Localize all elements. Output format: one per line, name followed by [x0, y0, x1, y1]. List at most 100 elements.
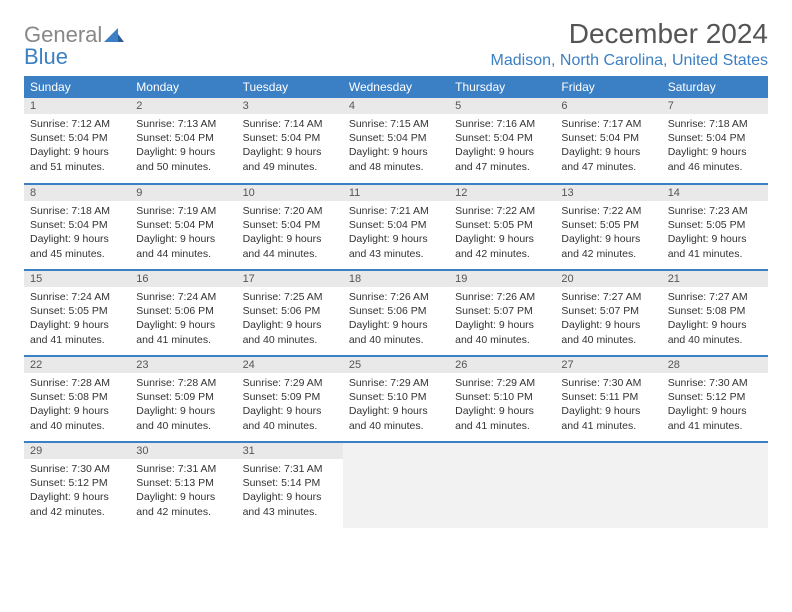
sunrise-line: Sunrise: 7:28 AM [30, 376, 124, 390]
daylight-line: Daylight: 9 hours and 42 minutes. [455, 232, 549, 260]
day-number: 14 [662, 185, 768, 201]
daylight-line: Daylight: 9 hours and 44 minutes. [136, 232, 230, 260]
calendar-day: 14Sunrise: 7:23 AMSunset: 5:05 PMDayligh… [662, 184, 768, 270]
calendar-day: 11Sunrise: 7:21 AMSunset: 5:04 PMDayligh… [343, 184, 449, 270]
calendar-day: 4Sunrise: 7:15 AMSunset: 5:04 PMDaylight… [343, 98, 449, 184]
sunrise-line: Sunrise: 7:17 AM [561, 117, 655, 131]
calendar-day: 21Sunrise: 7:27 AMSunset: 5:08 PMDayligh… [662, 270, 768, 356]
day-body: Sunrise: 7:17 AMSunset: 5:04 PMDaylight:… [555, 114, 661, 178]
day-number: 23 [130, 357, 236, 373]
sunset-line: Sunset: 5:10 PM [455, 390, 549, 404]
sunset-line: Sunset: 5:08 PM [30, 390, 124, 404]
calendar-day: 16Sunrise: 7:24 AMSunset: 5:06 PMDayligh… [130, 270, 236, 356]
sunrise-line: Sunrise: 7:27 AM [561, 290, 655, 304]
day-number: 19 [449, 271, 555, 287]
brand-blue: Blue [24, 44, 68, 69]
calendar-day: 19Sunrise: 7:26 AMSunset: 5:07 PMDayligh… [449, 270, 555, 356]
daylight-line: Daylight: 9 hours and 40 minutes. [243, 404, 337, 432]
sunset-line: Sunset: 5:05 PM [561, 218, 655, 232]
daylight-line: Daylight: 9 hours and 47 minutes. [455, 145, 549, 173]
day-body: Sunrise: 7:30 AMSunset: 5:11 PMDaylight:… [555, 373, 661, 437]
sunset-line: Sunset: 5:07 PM [561, 304, 655, 318]
day-body: Sunrise: 7:16 AMSunset: 5:04 PMDaylight:… [449, 114, 555, 178]
sunrise-line: Sunrise: 7:26 AM [455, 290, 549, 304]
day-number: 2 [130, 98, 236, 114]
day-body: Sunrise: 7:29 AMSunset: 5:10 PMDaylight:… [343, 373, 449, 437]
sunrise-line: Sunrise: 7:19 AM [136, 204, 230, 218]
daylight-line: Daylight: 9 hours and 41 minutes. [668, 232, 762, 260]
day-body: Sunrise: 7:18 AMSunset: 5:04 PMDaylight:… [662, 114, 768, 178]
daylight-line: Daylight: 9 hours and 51 minutes. [30, 145, 124, 173]
daylight-line: Daylight: 9 hours and 40 minutes. [668, 318, 762, 346]
daylight-line: Daylight: 9 hours and 40 minutes. [455, 318, 549, 346]
sunset-line: Sunset: 5:09 PM [136, 390, 230, 404]
daylight-line: Daylight: 9 hours and 40 minutes. [243, 318, 337, 346]
sunset-line: Sunset: 5:04 PM [136, 218, 230, 232]
calendar-empty [662, 442, 768, 528]
day-body: Sunrise: 7:27 AMSunset: 5:07 PMDaylight:… [555, 287, 661, 351]
sunrise-line: Sunrise: 7:16 AM [455, 117, 549, 131]
day-body: Sunrise: 7:28 AMSunset: 5:09 PMDaylight:… [130, 373, 236, 437]
day-body: Sunrise: 7:30 AMSunset: 5:12 PMDaylight:… [662, 373, 768, 437]
calendar-empty [343, 442, 449, 528]
day-body: Sunrise: 7:31 AMSunset: 5:13 PMDaylight:… [130, 459, 236, 523]
day-number: 25 [343, 357, 449, 373]
day-number: 31 [237, 443, 343, 459]
sunrise-line: Sunrise: 7:29 AM [243, 376, 337, 390]
day-body: Sunrise: 7:26 AMSunset: 5:06 PMDaylight:… [343, 287, 449, 351]
sunrise-line: Sunrise: 7:23 AM [668, 204, 762, 218]
weekday-header: Wednesday [343, 76, 449, 98]
daylight-line: Daylight: 9 hours and 40 minutes. [349, 318, 443, 346]
calendar-day: 3Sunrise: 7:14 AMSunset: 5:04 PMDaylight… [237, 98, 343, 184]
daylight-line: Daylight: 9 hours and 40 minutes. [136, 404, 230, 432]
sunset-line: Sunset: 5:04 PM [243, 131, 337, 145]
calendar-day: 26Sunrise: 7:29 AMSunset: 5:10 PMDayligh… [449, 356, 555, 442]
day-body: Sunrise: 7:28 AMSunset: 5:08 PMDaylight:… [24, 373, 130, 437]
day-body: Sunrise: 7:23 AMSunset: 5:05 PMDaylight:… [662, 201, 768, 265]
weekday-header: Sunday [24, 76, 130, 98]
calendar-day: 9Sunrise: 7:19 AMSunset: 5:04 PMDaylight… [130, 184, 236, 270]
daylight-line: Daylight: 9 hours and 43 minutes. [243, 490, 337, 518]
day-number: 12 [449, 185, 555, 201]
day-body: Sunrise: 7:30 AMSunset: 5:12 PMDaylight:… [24, 459, 130, 523]
day-number: 1 [24, 98, 130, 114]
day-body: Sunrise: 7:12 AMSunset: 5:04 PMDaylight:… [24, 114, 130, 178]
day-number: 20 [555, 271, 661, 287]
calendar-empty [449, 442, 555, 528]
daylight-line: Daylight: 9 hours and 41 minutes. [668, 404, 762, 432]
sunrise-line: Sunrise: 7:27 AM [668, 290, 762, 304]
sunset-line: Sunset: 5:12 PM [30, 476, 124, 490]
day-number: 10 [237, 185, 343, 201]
calendar-day: 1Sunrise: 7:12 AMSunset: 5:04 PMDaylight… [24, 98, 130, 184]
day-body: Sunrise: 7:13 AMSunset: 5:04 PMDaylight:… [130, 114, 236, 178]
sunrise-line: Sunrise: 7:22 AM [455, 204, 549, 218]
sunrise-line: Sunrise: 7:24 AM [136, 290, 230, 304]
sunset-line: Sunset: 5:14 PM [243, 476, 337, 490]
day-number: 26 [449, 357, 555, 373]
daylight-line: Daylight: 9 hours and 40 minutes. [30, 404, 124, 432]
calendar-day: 5Sunrise: 7:16 AMSunset: 5:04 PMDaylight… [449, 98, 555, 184]
title-block: December 2024 Madison, North Carolina, U… [491, 18, 768, 70]
calendar-day: 8Sunrise: 7:18 AMSunset: 5:04 PMDaylight… [24, 184, 130, 270]
day-number: 4 [343, 98, 449, 114]
day-body: Sunrise: 7:19 AMSunset: 5:04 PMDaylight:… [130, 201, 236, 265]
daylight-line: Daylight: 9 hours and 48 minutes. [349, 145, 443, 173]
sunset-line: Sunset: 5:04 PM [455, 131, 549, 145]
sunrise-line: Sunrise: 7:12 AM [30, 117, 124, 131]
calendar-week: 15Sunrise: 7:24 AMSunset: 5:05 PMDayligh… [24, 270, 768, 356]
daylight-line: Daylight: 9 hours and 42 minutes. [561, 232, 655, 260]
sunrise-line: Sunrise: 7:14 AM [243, 117, 337, 131]
calendar-page: General Blue December 2024 Madison, Nort… [0, 0, 792, 546]
sunset-line: Sunset: 5:04 PM [668, 131, 762, 145]
calendar-day: 20Sunrise: 7:27 AMSunset: 5:07 PMDayligh… [555, 270, 661, 356]
day-number: 16 [130, 271, 236, 287]
calendar-day: 6Sunrise: 7:17 AMSunset: 5:04 PMDaylight… [555, 98, 661, 184]
sunset-line: Sunset: 5:06 PM [349, 304, 443, 318]
calendar-day: 22Sunrise: 7:28 AMSunset: 5:08 PMDayligh… [24, 356, 130, 442]
calendar-day: 30Sunrise: 7:31 AMSunset: 5:13 PMDayligh… [130, 442, 236, 528]
sunrise-line: Sunrise: 7:30 AM [30, 462, 124, 476]
sunrise-line: Sunrise: 7:22 AM [561, 204, 655, 218]
sunrise-line: Sunrise: 7:30 AM [561, 376, 655, 390]
day-number: 24 [237, 357, 343, 373]
calendar-day: 18Sunrise: 7:26 AMSunset: 5:06 PMDayligh… [343, 270, 449, 356]
